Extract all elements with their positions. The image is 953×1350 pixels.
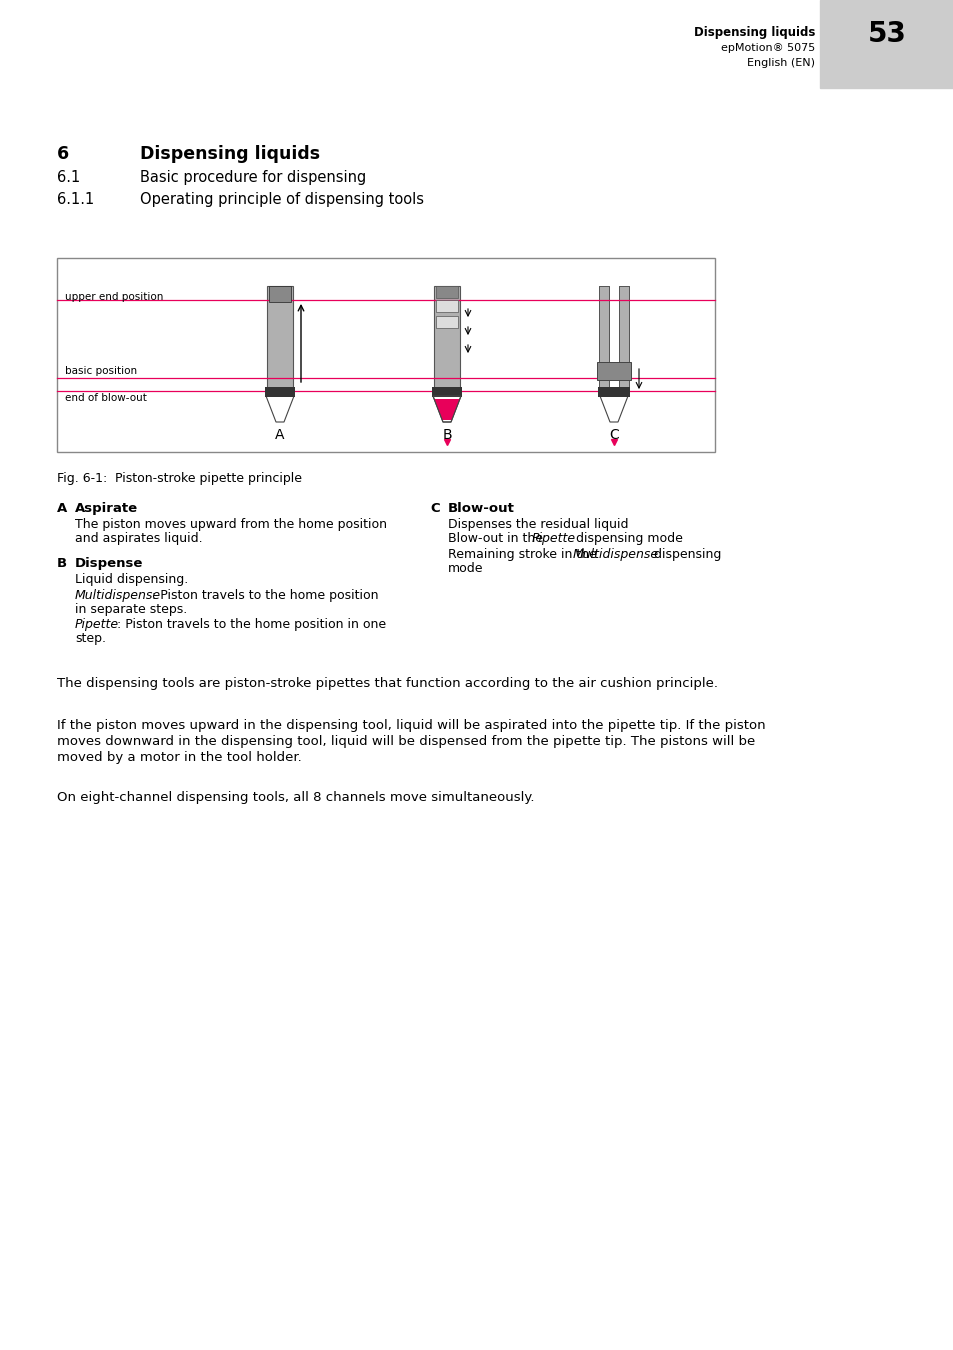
Text: The piston moves upward from the home position: The piston moves upward from the home po… [75,518,387,531]
Text: B: B [442,428,452,441]
Bar [820,0,953,88]
Text: epMotion® 5075: epMotion® 5075 [720,43,814,53]
Text: Remaining stroke in the: Remaining stroke in the [448,548,600,562]
Bar [598,286,608,393]
Text: A: A [275,428,284,441]
Bar [618,286,628,393]
Polygon shape [266,396,294,423]
Text: dispensing: dispensing [649,548,720,562]
Text: C: C [430,502,439,514]
Text: Basic procedure for dispensing: Basic procedure for dispensing [140,170,366,185]
Text: 6.1.1: 6.1.1 [57,192,94,207]
Bar [597,362,630,379]
Text: Dispense: Dispense [75,558,143,570]
Bar [618,286,628,393]
Bar [598,387,629,397]
Polygon shape [434,400,459,420]
Text: dispensing mode: dispensing mode [572,532,682,545]
Text: Pipette: Pipette [75,618,119,630]
Bar [269,286,291,302]
Text: 53: 53 [866,20,905,49]
Text: Dispensing liquids: Dispensing liquids [693,26,814,39]
Text: If the piston moves upward in the dispensing tool, liquid will be aspirated into: If the piston moves upward in the dispen… [57,720,765,732]
Text: basic position: basic position [65,366,137,377]
Text: English (EN): English (EN) [746,58,814,68]
Text: The dispensing tools are piston-stroke pipettes that function according to the a: The dispensing tools are piston-stroke p… [57,676,718,690]
Bar [436,316,457,328]
Text: 6: 6 [57,144,69,163]
Text: Blow-out: Blow-out [448,502,515,514]
Text: Blow-out in the: Blow-out in the [448,532,546,545]
Text: Piston-stroke pipette principle: Piston-stroke pipette principle [115,472,302,485]
Text: mode: mode [448,562,483,575]
Text: Multidispense: Multidispense [75,589,161,602]
Text: : Piston travels to the home position in one: : Piston travels to the home position in… [117,618,386,630]
Bar [436,300,457,312]
Polygon shape [599,396,627,423]
Text: On eight-channel dispensing tools, all 8 channels move simultaneously.: On eight-channel dispensing tools, all 8… [57,791,534,805]
Text: Liquid dispensing.: Liquid dispensing. [75,572,188,586]
Text: Aspirate: Aspirate [75,502,138,514]
Text: Operating principle of dispensing tools: Operating principle of dispensing tools [140,192,423,207]
Text: moved by a motor in the tool holder.: moved by a motor in the tool holder. [57,751,301,764]
Text: Fig. 6-1:: Fig. 6-1: [57,472,107,485]
Bar [432,387,461,397]
Bar [267,286,293,393]
Bar [434,286,459,393]
Text: Dispensing liquids: Dispensing liquids [140,144,320,163]
Text: Dispenses the residual liquid: Dispenses the residual liquid [448,518,628,531]
Text: Multidispense: Multidispense [573,548,659,562]
Polygon shape [433,396,460,423]
Bar [57,258,714,452]
Text: in separate steps.: in separate steps. [75,603,187,616]
Text: and aspirates liquid.: and aspirates liquid. [75,532,202,545]
Text: moves downward in the dispensing tool, liquid will be dispensed from the pipette: moves downward in the dispensing tool, l… [57,734,755,748]
Bar [436,286,457,298]
Text: : Piston travels to the home position: : Piston travels to the home position [152,589,378,602]
Text: end of blow-out: end of blow-out [65,393,147,404]
Text: Pipette: Pipette [532,532,576,545]
Bar [265,387,294,397]
Text: A: A [57,502,67,514]
Text: upper end position: upper end position [65,292,163,302]
Text: C: C [608,428,618,441]
Bar [598,286,608,393]
Text: B: B [57,558,67,570]
Text: step.: step. [75,632,106,645]
Text: 6.1: 6.1 [57,170,80,185]
